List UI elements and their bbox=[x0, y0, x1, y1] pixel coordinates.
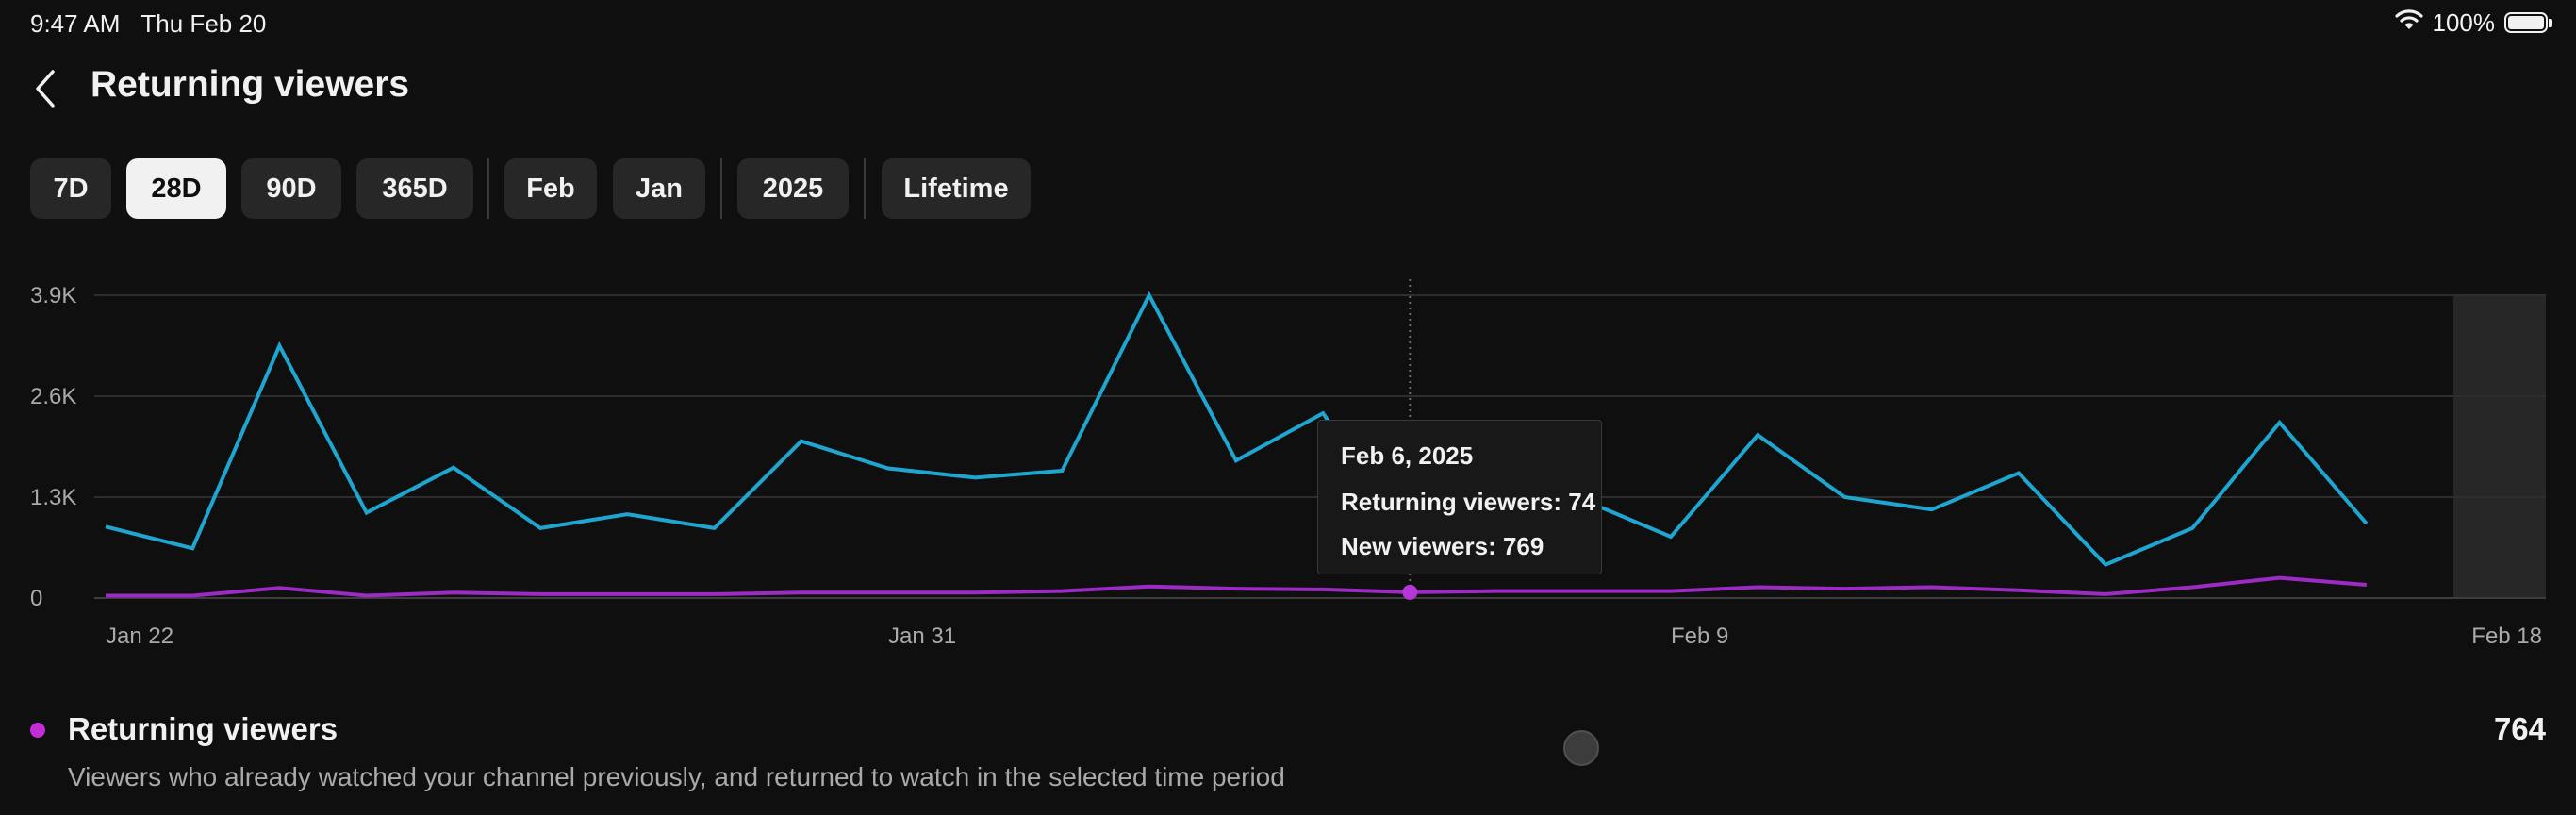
metric-legend: Returning viewers 764 Viewers who alread… bbox=[0, 698, 2576, 815]
y-axis-tick-label: 2.6K bbox=[30, 384, 76, 409]
chip-28d[interactable]: 28D bbox=[126, 158, 226, 219]
x-axis-tick-label: Jan 22 bbox=[106, 624, 173, 649]
chip-90d[interactable]: 90D bbox=[241, 158, 341, 219]
page-title: Returning viewers bbox=[91, 64, 410, 105]
chip-365d[interactable]: 365D bbox=[356, 158, 473, 219]
y-axis-tick-label: 0 bbox=[30, 586, 42, 611]
chip-2025[interactable]: 2025 bbox=[737, 158, 849, 219]
x-axis-tick-label: Feb 9 bbox=[1671, 624, 1728, 649]
tooltip-new-viewers: New viewers: 769 bbox=[1341, 532, 1544, 560]
series-line-new-viewers bbox=[105, 291, 2369, 567]
status-bar: 9:47 AM Thu Feb 20 100% bbox=[0, 0, 2576, 45]
battery-icon bbox=[2504, 12, 2552, 33]
tooltip-returning-viewers: Returning viewers: 74 bbox=[1341, 488, 1596, 516]
x-axis-tick-label: Jan 31 bbox=[888, 624, 956, 649]
chip-jan[interactable]: Jan bbox=[613, 158, 705, 219]
status-right: 100% bbox=[2394, 8, 2552, 38]
chart-shaded-region bbox=[2453, 295, 2546, 598]
chevron-left-icon bbox=[36, 70, 55, 108]
legend-dot bbox=[30, 723, 45, 738]
battery-percent: 100% bbox=[2432, 8, 2496, 37]
y-axis-tick-label: 1.3K bbox=[30, 485, 76, 510]
viewers-line-chart[interactable]: 0 1.3K 2.6K 3.9K Jan 22 Jan 31 Feb 9 Feb 18 bbox=[0, 264, 2576, 660]
legend-total-value: 764 bbox=[2493, 711, 2546, 746]
y-axis-tick-label: 3.9K bbox=[30, 283, 76, 308]
chip-divider bbox=[720, 158, 722, 219]
x-axis-tick-label: Feb 18 bbox=[2471, 624, 2542, 649]
status-time-date: 9:47 AM Thu Feb 20 bbox=[30, 9, 266, 39]
legend-description: Viewers who already watched your channel… bbox=[68, 762, 1285, 791]
header: Returning viewers bbox=[0, 53, 2576, 125]
chart-tooltip: Feb 6, 2025 Returning viewers: 74 New vi… bbox=[1317, 420, 1602, 574]
chip-7d[interactable]: 7D bbox=[30, 158, 111, 219]
touch-indicator bbox=[1563, 730, 1599, 766]
back-button[interactable] bbox=[23, 66, 68, 111]
series-line-returning-viewers bbox=[106, 575, 2367, 598]
chip-feb[interactable]: Feb bbox=[504, 158, 597, 219]
status-time: 9:47 AM bbox=[30, 9, 121, 38]
tooltip-date: Feb 6, 2025 bbox=[1341, 441, 1474, 470]
status-date: Thu Feb 20 bbox=[140, 9, 267, 38]
chip-divider bbox=[487, 158, 489, 219]
chip-lifetime[interactable]: Lifetime bbox=[882, 158, 1031, 219]
legend-title: Returning viewers bbox=[68, 711, 339, 746]
wifi-icon bbox=[2394, 8, 2423, 38]
chart-highlight-point bbox=[1402, 584, 1418, 600]
chip-divider bbox=[864, 158, 866, 219]
